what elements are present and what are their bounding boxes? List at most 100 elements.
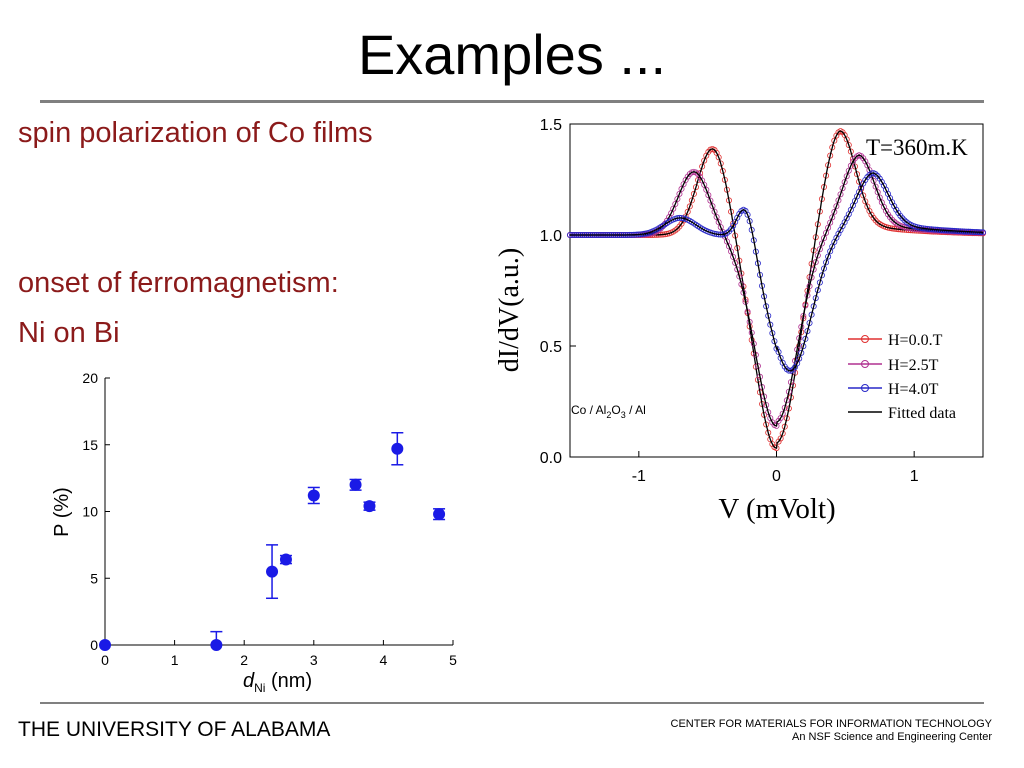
line-data-marker <box>709 203 716 210</box>
line-data-marker <box>889 216 896 223</box>
line-data-marker <box>874 189 881 196</box>
line-data-marker <box>825 224 832 231</box>
line-data-marker <box>701 181 708 188</box>
line-data-marker <box>723 238 730 245</box>
line-data-marker <box>699 163 706 170</box>
line-data-marker <box>860 192 867 199</box>
line-data-marker <box>736 273 743 280</box>
line-data-marker <box>769 441 776 448</box>
line-data-marker <box>672 227 679 234</box>
line-data-marker <box>684 208 691 215</box>
line-data-marker <box>841 179 848 186</box>
line-data-marker <box>779 410 786 417</box>
line-data-marker <box>798 349 805 356</box>
line-data-marker <box>870 177 877 184</box>
scatter-point <box>307 489 320 502</box>
line-data-marker <box>728 248 735 255</box>
sample-part-d: 3 <box>621 410 626 420</box>
legend-label-fitted: Fitted data <box>888 405 956 422</box>
line-data-marker <box>851 163 858 170</box>
line-data-marker <box>814 287 821 294</box>
bullet-onset-line1: onset of ferromagnetism: <box>18 267 339 299</box>
line-data-marker <box>860 155 867 162</box>
scatter-point <box>210 639 223 651</box>
line-data-marker <box>678 220 685 227</box>
line-annotation-sample: Co / Al2O3 / Al <box>571 403 646 420</box>
footer-center-line1: CENTER FOR MATERIALS FOR INFORMATION TEC… <box>670 718 992 730</box>
line-data-marker <box>816 279 823 286</box>
scatter-xlabel: dNi (nm) <box>243 670 312 695</box>
line-xlabel: V (mVolt) <box>718 493 835 525</box>
line-data-marker <box>872 171 879 178</box>
line-data-marker <box>802 335 809 342</box>
line-data-marker <box>732 259 739 266</box>
line-data-marker <box>726 243 733 250</box>
line-annotation-temp: T=360m.K <box>866 135 968 160</box>
line-data-marker <box>717 224 724 231</box>
line-data-marker <box>672 200 679 207</box>
slide-title: Examples ... <box>357 23 667 86</box>
scatter-xtick-label: 1 <box>171 652 179 668</box>
line-data-marker <box>823 259 830 266</box>
line-data-marker <box>814 252 821 259</box>
line-data-marker <box>734 266 741 273</box>
line-data-marker <box>845 141 852 148</box>
line-data-marker <box>872 183 879 190</box>
line-data-marker <box>882 207 889 214</box>
scatter-xlabel-unit: (nm) <box>265 670 312 692</box>
line-data-marker <box>715 154 722 161</box>
scatter-ytick-label: 20 <box>82 370 98 386</box>
line-data-marker <box>847 148 854 155</box>
scatter-point <box>266 565 279 578</box>
scatter-xlabel-sub: Ni <box>254 681 265 695</box>
footer-center-line2: An NSF Science and Engineering Center <box>792 731 992 743</box>
scatter-ylabel: P (%) <box>51 487 73 537</box>
line-data-marker <box>730 253 737 260</box>
line-data-marker <box>816 246 823 253</box>
line-ylabel: dI/dV(a.u.) <box>494 248 525 372</box>
line-data-marker <box>901 217 908 224</box>
scatter-ytick-label: 5 <box>90 570 98 586</box>
footer-center: CENTER FOR MATERIALS FOR INFORMATION TEC… <box>671 718 992 744</box>
line-legend: H=0.0.T H=2.5T H=4.0T Fitted data <box>848 332 956 422</box>
sample-part-b: 2 <box>606 410 611 420</box>
line-data-marker <box>765 409 772 416</box>
line-data-marker <box>775 438 782 445</box>
line-ytick-label: 0.0 <box>540 450 562 467</box>
scatter-ytick-label: 0 <box>90 637 98 653</box>
scatter-points <box>99 431 446 651</box>
line-data-marker <box>818 272 825 279</box>
footer-university: THE UNIVERSITY OF ALABAMA <box>18 718 331 741</box>
line-data-marker <box>695 177 702 184</box>
line-data-marker <box>862 198 869 205</box>
line-data-marker <box>893 206 900 213</box>
scatter-xtick-label: 3 <box>310 652 318 668</box>
line-data-marker <box>781 404 788 411</box>
line-xtick-label: -1 <box>632 468 646 485</box>
line-data-marker <box>825 253 832 260</box>
scatter-axes: 0 5 10 15 20 0 1 2 3 4 5 <box>82 370 457 668</box>
line-data-marker <box>868 211 875 218</box>
line-data-marker <box>674 195 681 202</box>
line-fitted-curve <box>570 130 983 449</box>
line-data-marker <box>676 190 683 197</box>
legend-label-h0: H=0.0.T <box>888 332 943 349</box>
line-data-marker <box>833 132 840 139</box>
line-data-marker <box>744 211 751 218</box>
legend-marker-h25 <box>861 360 869 368</box>
line-data-marker <box>858 153 865 160</box>
sample-part-e: / Al <box>626 403 646 417</box>
line-data-marker <box>812 259 819 266</box>
line-data-marker <box>823 229 830 236</box>
line-ytick-label: 1.0 <box>540 228 562 245</box>
line-data-marker <box>777 435 784 442</box>
line-data-marker <box>849 158 856 165</box>
line-data-marker <box>705 192 712 199</box>
scatter-xlabel-d: d <box>243 670 255 692</box>
scatter-point <box>433 508 446 521</box>
line-data-marker <box>794 360 801 367</box>
line-data-marker <box>701 157 708 164</box>
line-data-marker <box>713 213 720 220</box>
scatter-point <box>363 500 376 513</box>
line-ytick-label: 0.5 <box>540 339 562 356</box>
